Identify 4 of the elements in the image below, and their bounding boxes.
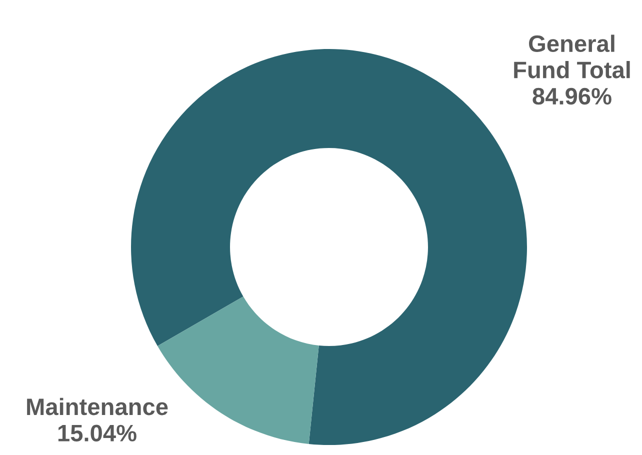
data-label: 84.96%: [532, 88, 612, 105]
slice-label: General Fund Total: [514, 34, 630, 78]
slice-label: Maintenance: [27, 398, 168, 416]
data-label: 15.04%: [58, 424, 136, 442]
